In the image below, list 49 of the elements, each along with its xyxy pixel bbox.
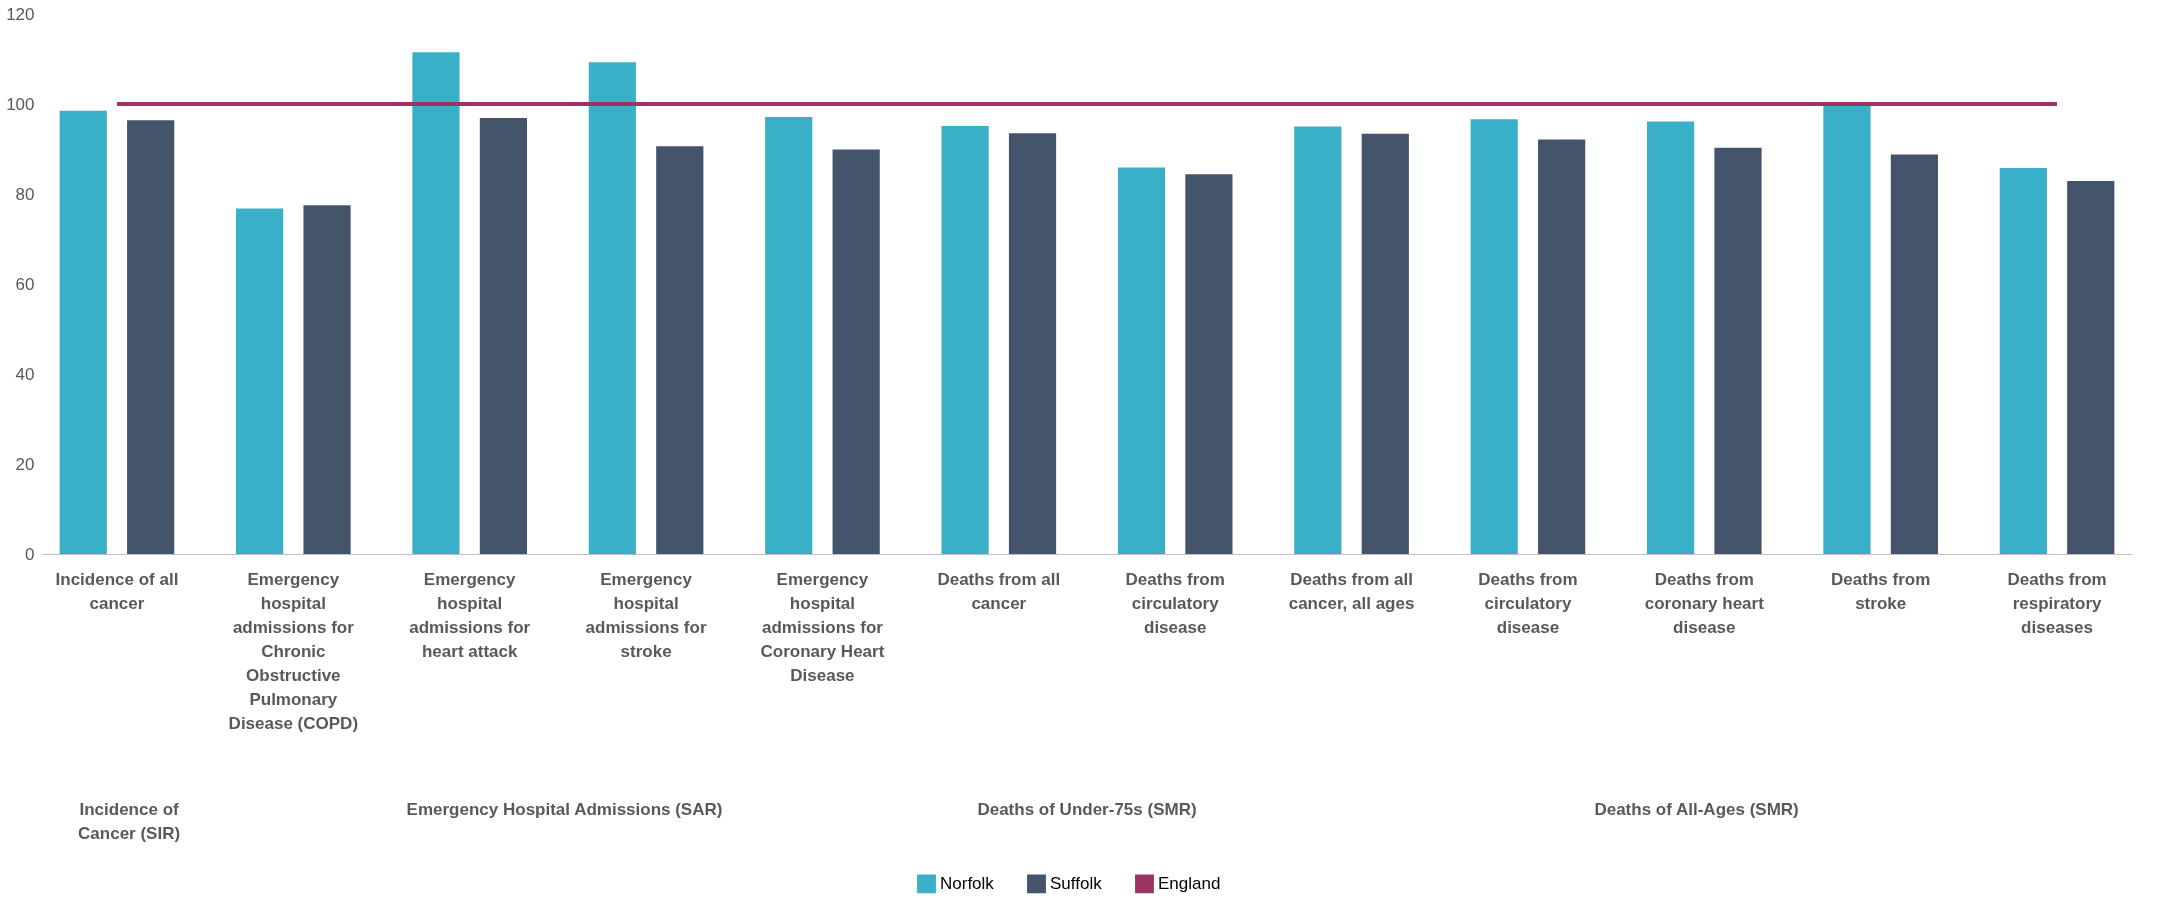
text: Emergency Hospital Admissions (SAR): [406, 800, 723, 819]
bar: [1714, 147, 1762, 554]
bar: [412, 52, 460, 554]
x-tick-label: Deaths from respiratory diseases: [2007, 570, 2107, 637]
bar: [236, 208, 284, 554]
text: Deaths of All-Ages (SMR): [1594, 800, 1799, 819]
bar: [303, 205, 351, 554]
x-tick-label: Emergency hospital admissions for heart attack: [409, 570, 531, 661]
y-tick-label: 40: [15, 364, 35, 384]
y-tick-label: 0: [25, 544, 35, 564]
bar: [1999, 167, 2047, 554]
bar: [1185, 174, 1233, 554]
legend-label: England: [1158, 873, 1221, 893]
y-tick-label: 120: [6, 4, 35, 24]
y-tick-label: 20: [15, 454, 35, 474]
text: Incidence of Cancer (SIR): [78, 800, 181, 843]
bar: [1117, 167, 1166, 554]
bar: [1890, 154, 1938, 554]
y-tick-label: 100: [6, 94, 35, 114]
x-tick-label: Deaths from stroke: [1831, 570, 1931, 613]
bar: [1538, 139, 1586, 554]
legend-label: Norfolk: [940, 873, 995, 893]
bar: [1361, 133, 1409, 554]
x-tick-label: Deaths from circulatory disease: [1125, 570, 1225, 637]
bar: [588, 62, 636, 554]
x-tick-label: Emergency hospital admissions for stroke: [585, 570, 707, 661]
bar: [127, 120, 175, 554]
text: Deaths of Under-75s (SMR): [977, 800, 1197, 819]
bar: [1294, 126, 1342, 554]
bar: [479, 117, 528, 554]
bar: [59, 110, 107, 554]
bar: [832, 149, 880, 554]
y-tick-label: 80: [15, 184, 35, 204]
bar: [1646, 121, 1695, 554]
x-tick-label: Deaths from coronary heart disease: [1644, 570, 1765, 637]
legend-label: Suffolk: [1050, 873, 1103, 893]
bar: [1008, 133, 1057, 554]
x-tick-label: Deaths from all cancer, all ages: [1288, 570, 1415, 613]
bar: [1470, 119, 1518, 554]
bar: [656, 146, 704, 554]
y-tick-label: 60: [15, 274, 35, 294]
bar: [765, 117, 813, 554]
x-tick-label: Deaths from all cancer: [937, 570, 1061, 613]
x-tick-label: Deaths from circulatory disease: [1478, 570, 1578, 637]
x-tick-label: Emergency hospital admissions for Chronic Obstructive Pulmonary Disease (COPD): [228, 570, 359, 733]
x-tick-label: Incidence of all cancer: [55, 570, 179, 613]
x-tick-label: Emergency hospital admissions for Coronary Heart Disease: [760, 570, 885, 685]
bar: [941, 126, 989, 554]
bar: [2067, 180, 2115, 554]
